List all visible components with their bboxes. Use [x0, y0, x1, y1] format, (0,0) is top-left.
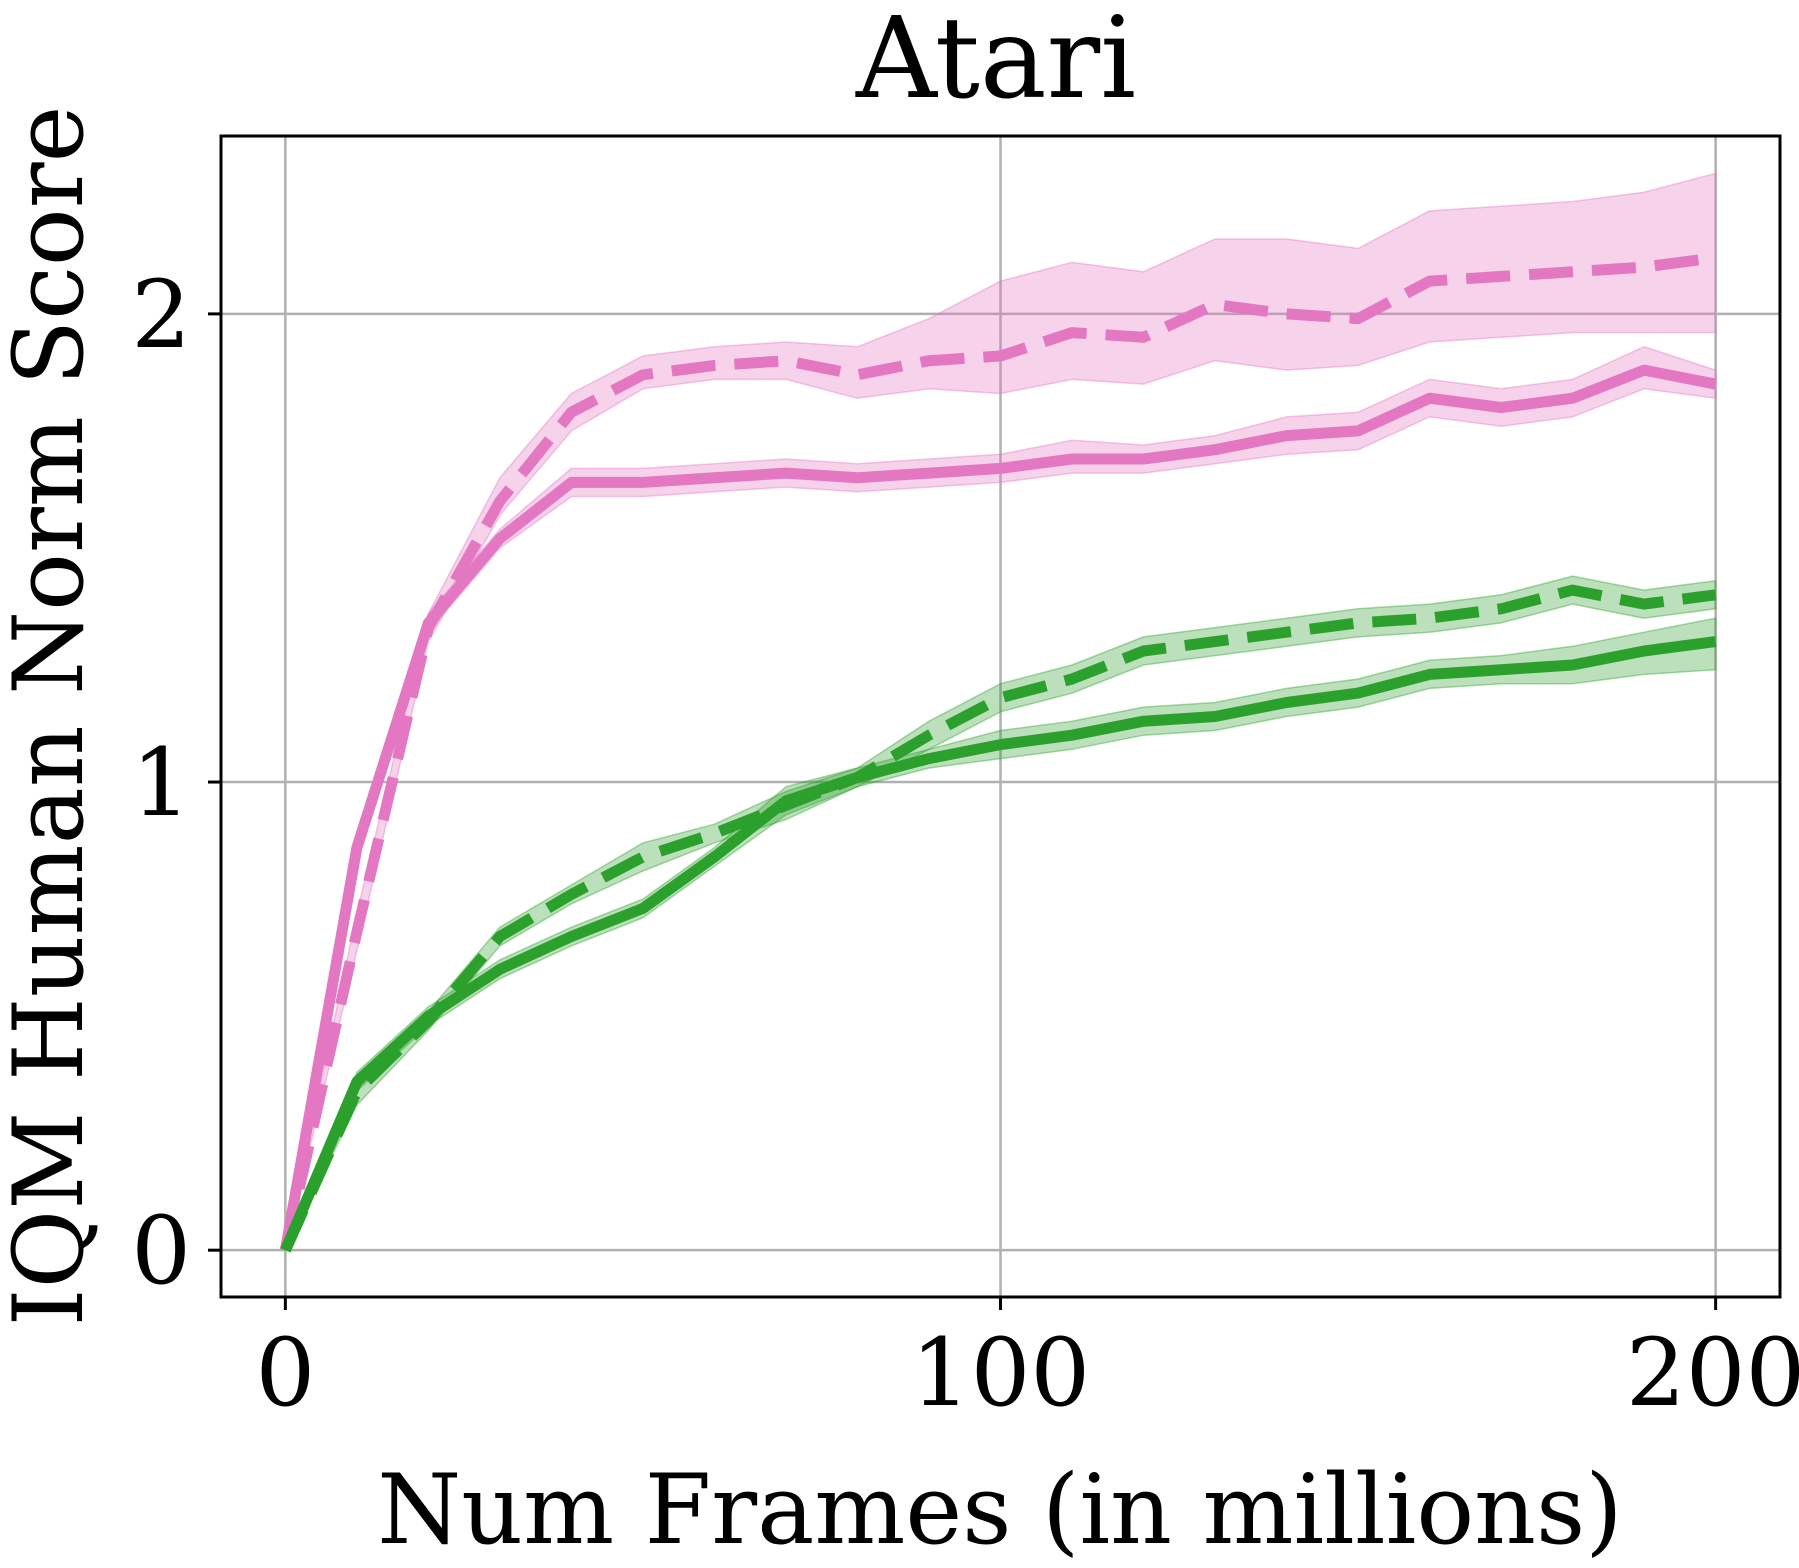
x-tick-label-2: 200 — [1626, 1319, 1799, 1428]
series-line-0 — [280, 252, 1717, 1252]
y-tick-label-1: 1 — [131, 729, 191, 838]
y-tick-label-2: 2 — [131, 261, 191, 370]
x-tick-label-0: 0 — [255, 1319, 315, 1428]
y-tick-label-0: 0 — [131, 1197, 191, 1306]
y-axis-label: IQM Human Norm Score — [0, 106, 105, 1327]
series-lines — [279, 252, 1717, 1253]
series-line-2 — [280, 584, 1717, 1253]
tick-labels: 0 100 200 0 1 2 — [131, 261, 1799, 1428]
series-line-1 — [279, 364, 1717, 1252]
chart-title: Atari — [855, 0, 1136, 124]
series-band-1 — [284, 345, 1717, 1251]
series-band-2 — [284, 575, 1717, 1251]
series-line-3 — [280, 636, 1717, 1253]
x-tick-label-1: 100 — [911, 1319, 1090, 1428]
series-band-0 — [284, 172, 1717, 1251]
grid — [221, 136, 1780, 1297]
x-axis-label: Num Frames (in millions) — [377, 1454, 1622, 1566]
